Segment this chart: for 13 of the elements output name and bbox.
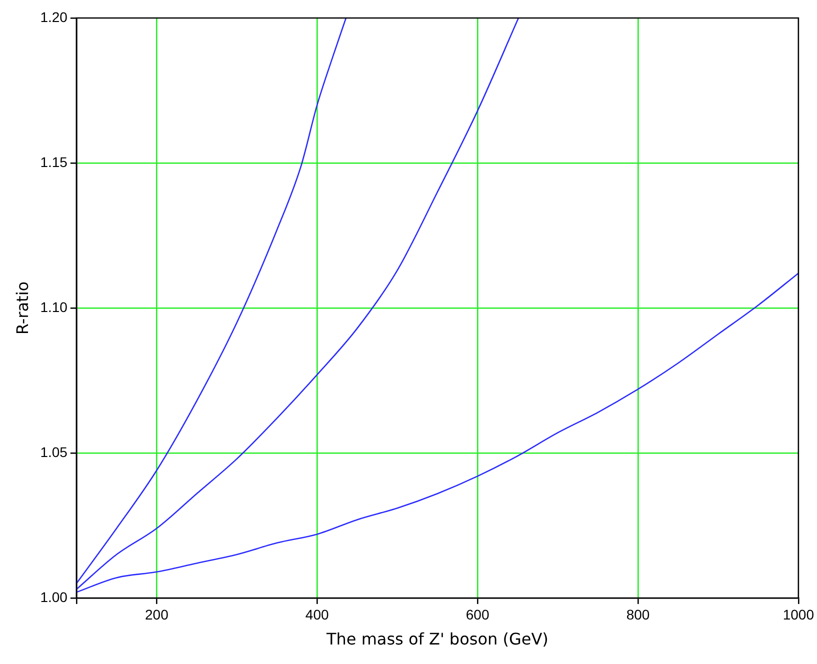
- x-tick-label: 600: [466, 606, 490, 622]
- x-tick-label: 1000: [782, 606, 814, 622]
- x-tick-label: 400: [305, 606, 329, 622]
- x-tick-label: 800: [626, 606, 650, 622]
- y-tick-label: 1.10: [40, 298, 68, 315]
- y-tick-label: 1.00: [40, 588, 68, 605]
- y-tick-label: 1.20: [40, 8, 68, 25]
- line-series: [76, 18, 347, 584]
- y-tick-label: 1.15: [40, 154, 68, 170]
- x-axis-title: The mass of Z' boson (GeV): [325, 630, 548, 649]
- y-tick-label: 1.05: [40, 444, 68, 460]
- x-tick-label: 200: [144, 606, 169, 622]
- y-axis-title: R-ratio: [12, 281, 32, 335]
